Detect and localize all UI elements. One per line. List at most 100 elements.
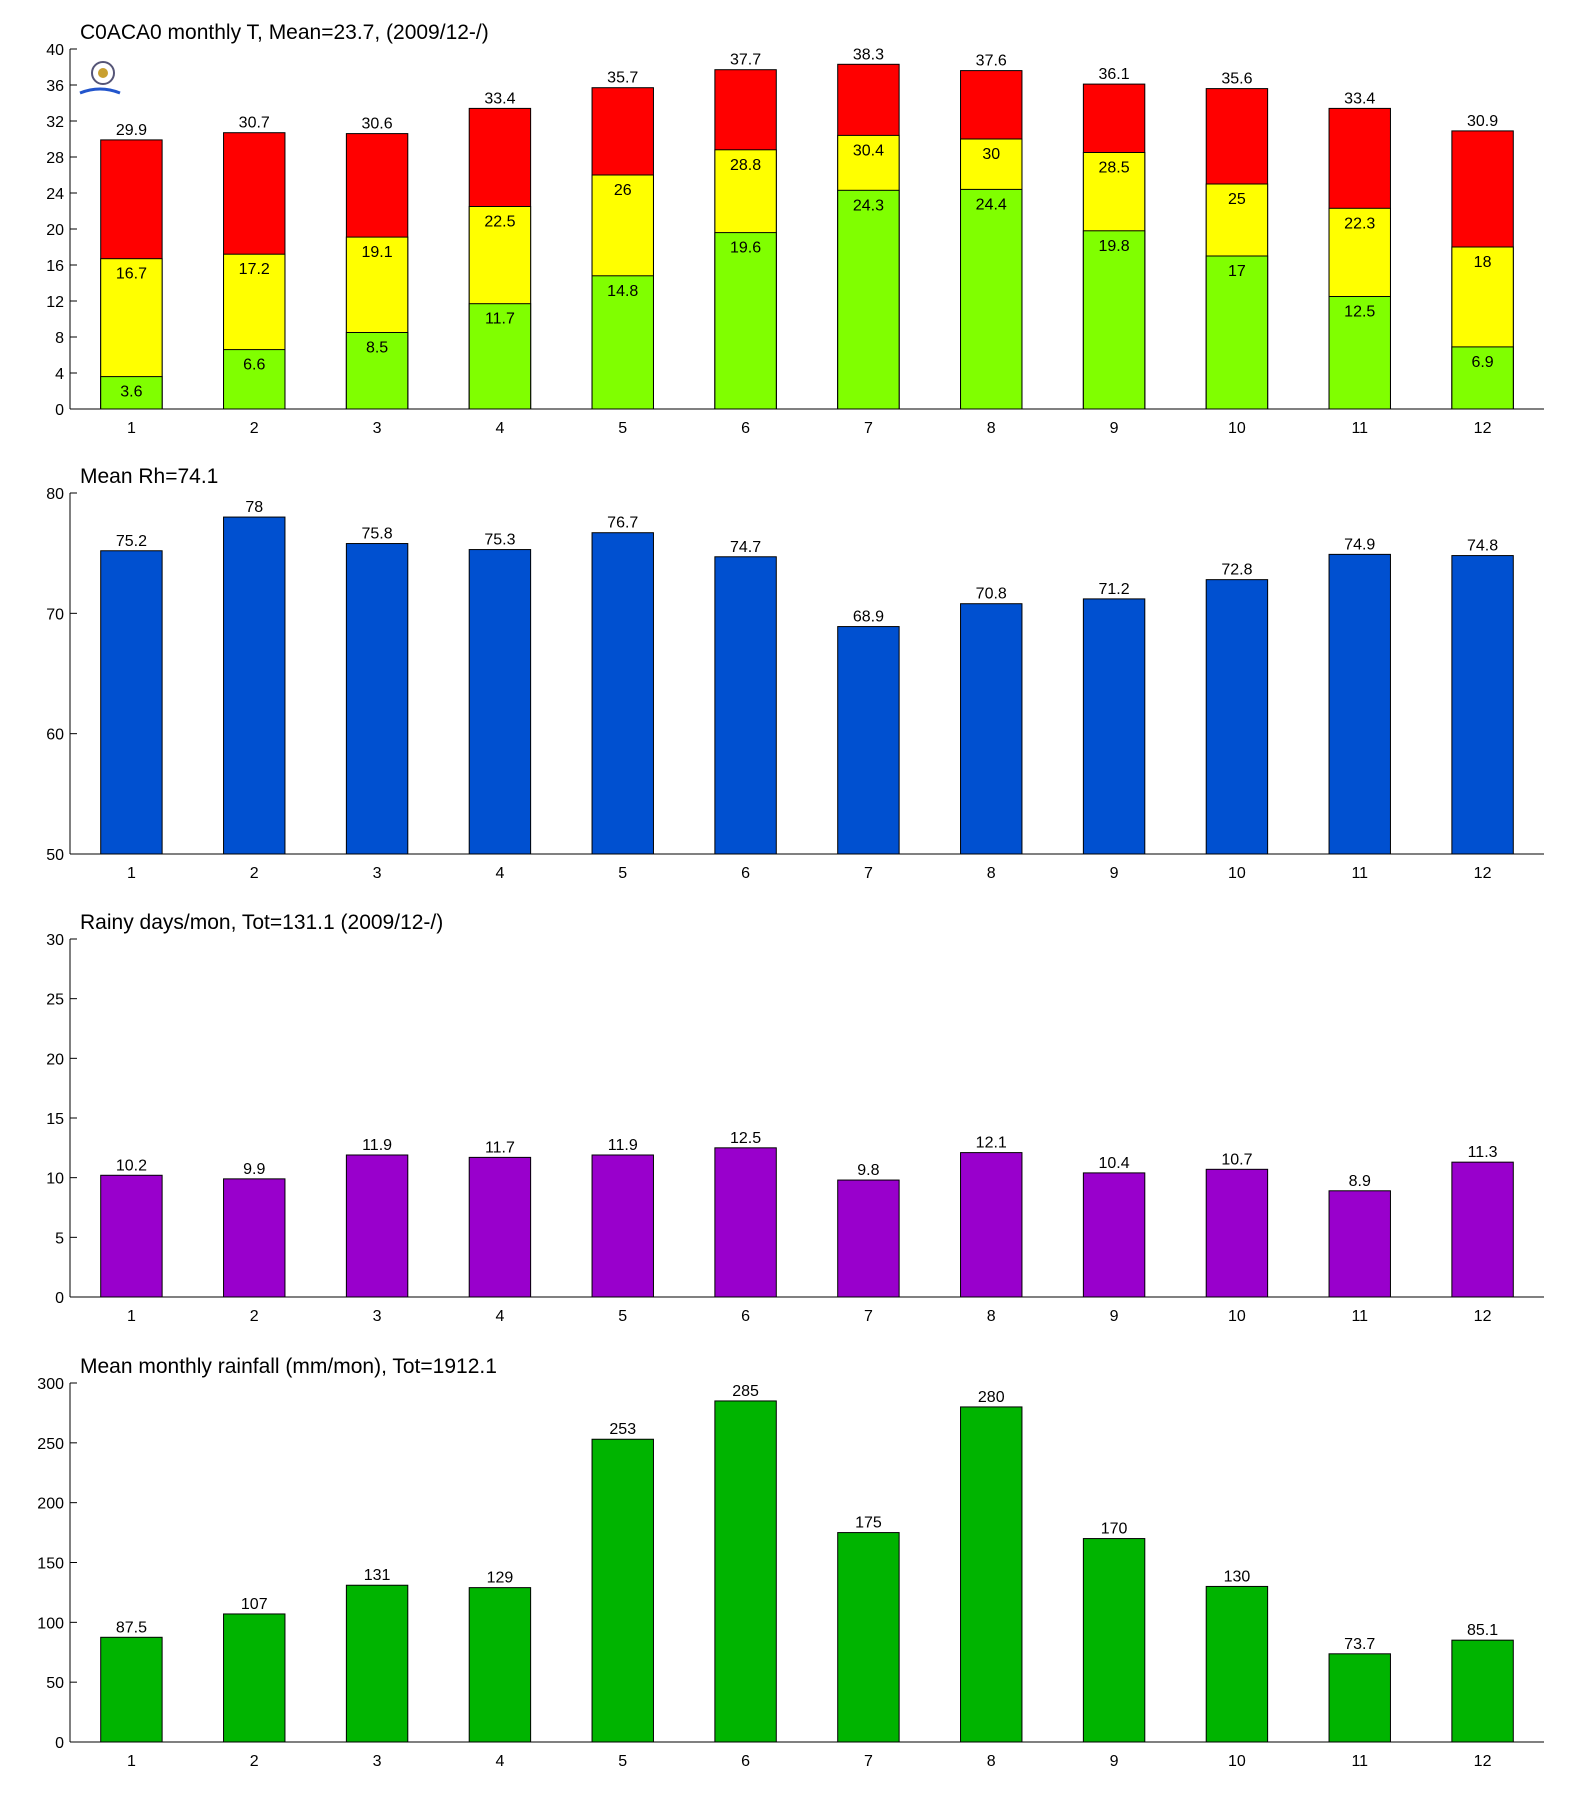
data-label: 280 xyxy=(978,1389,1005,1406)
x-tick-label: 1 xyxy=(127,1308,136,1325)
bar xyxy=(714,556,777,855)
data-label: 73.7 xyxy=(1344,1636,1375,1653)
bar xyxy=(1082,230,1146,410)
data-label: 22.3 xyxy=(1344,215,1375,232)
bar xyxy=(960,603,1023,855)
data-label: 11.9 xyxy=(608,1137,638,1154)
data-label: 16.7 xyxy=(116,266,147,283)
data-label: 22.5 xyxy=(484,214,515,231)
data-label: 107 xyxy=(241,1596,268,1613)
data-label: 87.5 xyxy=(116,1619,147,1636)
x-tick-label: 12 xyxy=(1474,1753,1492,1770)
y-tick-label: 0 xyxy=(55,402,64,419)
x-tick-label: 6 xyxy=(741,420,750,437)
x-tick-label: 2 xyxy=(250,1308,259,1325)
bar xyxy=(591,532,654,855)
bar xyxy=(1451,1161,1514,1298)
data-label: 76.7 xyxy=(607,515,638,532)
y-tick-label: 36 xyxy=(46,78,64,95)
bar xyxy=(837,1179,900,1298)
data-label: 6.6 xyxy=(243,357,265,374)
data-label: 72.8 xyxy=(1221,562,1252,579)
x-tick-label: 7 xyxy=(864,865,873,882)
chart-title: Rainy days/mon, Tot=131.1 (2009/12-/) xyxy=(80,911,443,934)
y-tick-label: 300 xyxy=(37,1376,64,1393)
bar xyxy=(1205,1168,1269,1298)
x-tick-label: 5 xyxy=(618,420,627,437)
data-label: 19.8 xyxy=(1099,238,1130,255)
data-label: 285 xyxy=(732,1383,759,1400)
y-tick-label: 20 xyxy=(46,1051,64,1068)
data-label: 78 xyxy=(245,499,263,516)
x-tick-label: 1 xyxy=(127,1753,136,1770)
data-label: 74.9 xyxy=(1344,536,1375,553)
x-tick-label: 9 xyxy=(1110,1308,1119,1325)
y-tick-label: 70 xyxy=(46,606,64,623)
bar xyxy=(714,232,777,410)
x-tick-label: 2 xyxy=(250,1753,259,1770)
bar xyxy=(714,1400,777,1743)
data-label: 25 xyxy=(1228,191,1246,208)
data-label: 19.6 xyxy=(730,240,761,257)
y-tick-label: 250 xyxy=(37,1436,64,1453)
data-label: 130 xyxy=(1224,1568,1251,1585)
chart-title: Mean monthly rainfall (mm/mon), Tot=1912… xyxy=(80,1355,497,1378)
y-tick-label: 0 xyxy=(55,1735,64,1752)
bar xyxy=(100,1174,163,1298)
y-tick-label: 24 xyxy=(46,186,64,203)
data-label: 14.8 xyxy=(607,283,638,300)
data-label: 33.4 xyxy=(484,90,515,107)
data-label: 11.7 xyxy=(485,1139,515,1156)
data-label: 38.3 xyxy=(853,46,884,63)
bar xyxy=(345,332,409,410)
data-label: 10.7 xyxy=(1221,1151,1252,1168)
y-tick-label: 4 xyxy=(55,366,64,383)
y-tick-label: 25 xyxy=(46,992,64,1009)
bar xyxy=(223,1613,286,1743)
data-label: 36.1 xyxy=(1099,66,1130,83)
data-label: 11.7 xyxy=(485,311,515,328)
data-label: 75.8 xyxy=(362,526,393,543)
data-label: 30.9 xyxy=(1467,113,1498,130)
x-tick-label: 12 xyxy=(1474,1308,1492,1325)
y-tick-label: 0 xyxy=(55,1290,64,1307)
bar xyxy=(1328,1653,1391,1743)
x-tick-label: 9 xyxy=(1110,1753,1119,1770)
x-tick-label: 11 xyxy=(1351,865,1368,882)
data-label: 85.1 xyxy=(1467,1622,1498,1639)
x-tick-label: 5 xyxy=(618,865,627,882)
data-label: 8.9 xyxy=(1349,1173,1371,1190)
bar xyxy=(345,543,409,855)
bar xyxy=(1451,555,1514,855)
bar xyxy=(1328,296,1391,410)
data-label: 30.4 xyxy=(853,142,884,159)
data-label: 30.6 xyxy=(362,116,393,133)
data-label: 9.9 xyxy=(243,1161,265,1178)
bar xyxy=(837,626,900,855)
bar xyxy=(345,1154,409,1298)
data-label: 37.6 xyxy=(976,53,1007,70)
bar xyxy=(1082,1172,1146,1298)
x-tick-label: 10 xyxy=(1228,1753,1246,1770)
data-label: 37.7 xyxy=(730,52,761,69)
x-tick-label: 5 xyxy=(618,1753,627,1770)
data-label: 35.6 xyxy=(1221,71,1252,88)
bar xyxy=(960,188,1023,410)
bar xyxy=(468,1156,532,1298)
x-tick-label: 6 xyxy=(741,1753,750,1770)
y-tick-label: 200 xyxy=(37,1496,64,1513)
data-label: 29.9 xyxy=(116,122,147,139)
data-label: 129 xyxy=(487,1570,514,1587)
data-label: 26 xyxy=(614,182,632,199)
data-label: 24.3 xyxy=(853,197,884,214)
data-label: 3.6 xyxy=(120,384,142,401)
data-label: 18 xyxy=(1474,254,1492,271)
y-tick-label: 5 xyxy=(55,1230,64,1247)
data-label: 17.2 xyxy=(239,261,270,278)
bar xyxy=(223,1178,286,1298)
x-tick-label: 3 xyxy=(373,865,382,882)
data-label: 75.2 xyxy=(116,533,147,550)
y-tick-label: 10 xyxy=(46,1171,64,1188)
x-tick-label: 6 xyxy=(741,865,750,882)
y-tick-label: 50 xyxy=(46,1675,64,1692)
